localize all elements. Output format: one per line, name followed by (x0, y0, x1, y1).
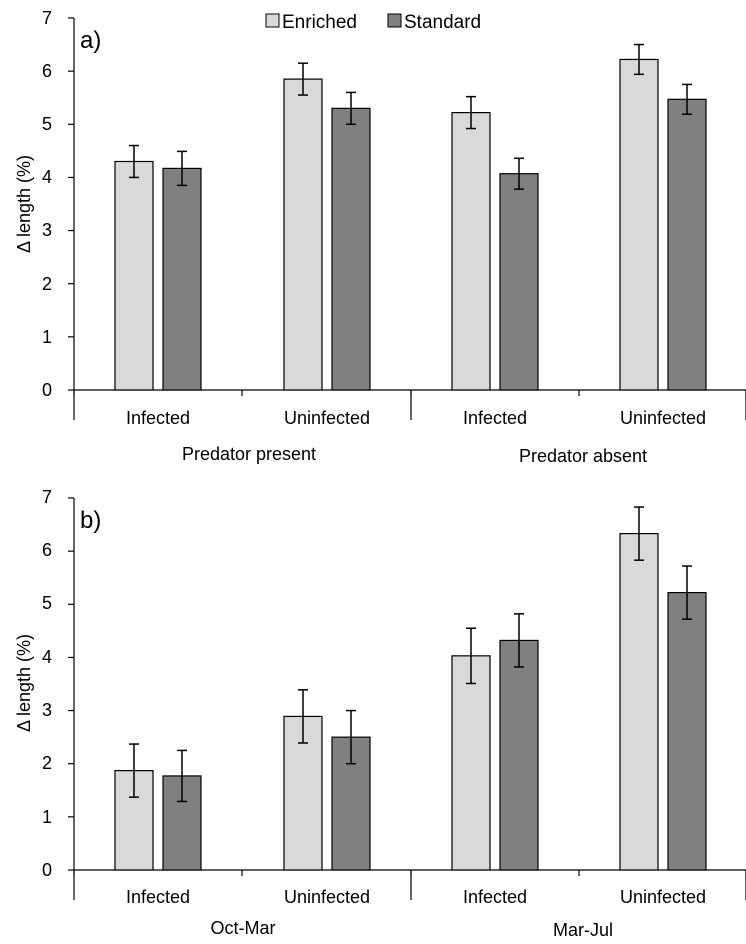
legend: Enriched Standard (265, 12, 481, 33)
legend-label-standard: Standard (404, 12, 481, 33)
category-label: Infected (463, 887, 527, 907)
category-label: Infected (126, 887, 190, 907)
bar-standard (162, 167, 202, 391)
group-label: Mar-Jul (553, 920, 613, 940)
bar-standard (499, 639, 539, 871)
y-tick-label: 4 (42, 167, 52, 187)
y-tick-label: 2 (42, 753, 52, 773)
y-tick-label: 5 (42, 593, 52, 613)
group-label: Oct-Mar (211, 918, 276, 938)
y-tick-label: 7 (42, 8, 52, 28)
bar-enriched (283, 78, 323, 391)
bar-standard (331, 107, 371, 391)
panel-label: b) (80, 507, 101, 534)
bars (114, 43, 707, 391)
category-label: Infected (126, 408, 190, 428)
group-label: Predator present (182, 444, 316, 464)
bar-standard (667, 98, 707, 391)
bar-enriched (619, 58, 659, 391)
y-tick-label: 3 (42, 220, 52, 240)
category-label: Uninfected (284, 887, 370, 907)
bar-enriched (619, 533, 659, 871)
y-tick-label: 7 (42, 487, 52, 507)
panel-a: a) Δ length (%) 0 1 2 3 4 5 6 7 Infected… (14, 8, 746, 466)
y-tick-label: 2 (42, 274, 52, 294)
y-tick-label: 0 (42, 860, 52, 880)
y-axis-title: Δ length (%) (14, 634, 34, 732)
bars (114, 506, 707, 871)
y-tick-label: 6 (42, 61, 52, 81)
legend-swatch-standard (387, 13, 402, 28)
panel-b: b) Δ length (%) 0 1 2 3 4 5 6 7 Infected… (14, 487, 746, 940)
y-tick-label: 1 (42, 807, 52, 827)
y-tick-label: 6 (42, 540, 52, 560)
y-tick-labels: 0 1 2 3 4 5 6 7 (42, 487, 52, 880)
category-labels: Infected Uninfected Infected Uninfected (126, 887, 706, 907)
category-label: Uninfected (284, 408, 370, 428)
bar-standard (667, 591, 707, 871)
category-label: Infected (463, 408, 527, 428)
legend-swatch-enriched (265, 13, 280, 28)
category-label: Uninfected (620, 887, 706, 907)
y-axis-title: Δ length (%) (14, 155, 34, 253)
panel-label: a) (80, 27, 101, 54)
bar-enriched (114, 160, 154, 391)
category-labels: Infected Uninfected Infected Uninfected (126, 408, 706, 428)
y-tick-label: 0 (42, 380, 52, 400)
y-tick-label: 4 (42, 647, 52, 667)
legend-label-enriched: Enriched (282, 12, 357, 33)
group-labels: Oct-Mar Mar-Jul (211, 918, 614, 940)
group-label: Predator absent (519, 446, 647, 466)
y-tick-label: 1 (42, 327, 52, 347)
y-tick-labels: 0 1 2 3 4 5 6 7 (42, 8, 52, 400)
category-label: Uninfected (620, 408, 706, 428)
y-tick-label: 3 (42, 700, 52, 720)
bar-enriched (451, 111, 491, 391)
bar-standard (499, 173, 539, 391)
y-tick-label: 5 (42, 114, 52, 134)
bar-enriched (451, 655, 491, 871)
group-labels: Predator present Predator absent (182, 444, 647, 466)
